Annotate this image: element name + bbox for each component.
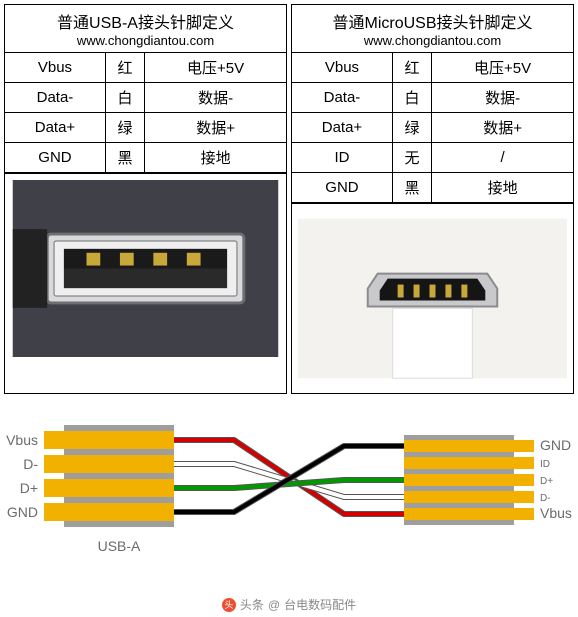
table-row: Data+绿数据+ [5,113,286,143]
footer-prefix: 头条 [240,596,264,613]
cell-desc: / [432,143,573,173]
cell-pin: Data+ [292,113,392,143]
table-row: Vbus红电压+5V [5,53,286,83]
svg-text:Vbus: Vbus [6,432,38,448]
cell-color_name: 绿 [392,113,431,143]
cell-pin: Data+ [5,113,105,143]
cell-color_name: 黑 [392,173,431,203]
table-row: Data+绿数据+ [292,113,573,143]
photo-usb-a [5,173,286,363]
cell-desc: 接地 [145,143,286,173]
svg-text:Vbus: Vbus [540,505,572,521]
svg-text:D-: D- [23,456,38,472]
footer: 头 头条 @ 台电数码配件 [4,596,574,613]
cell-desc: 电压+5V [432,53,573,83]
wiring-diagram: VbusD-D+GNDUSB-AGNDIDD+D-Vbus [4,400,574,590]
cell-pin: GND [5,143,105,173]
cell-color_name: 白 [392,83,431,113]
tables-row: 普通USB-A接头针脚定义 www.chongdiantou.com Vbus红… [4,4,574,394]
cell-desc: 数据+ [145,113,286,143]
footer-at: @ [268,598,280,612]
cell-pin: Vbus [292,53,392,83]
svg-text:D+: D+ [20,480,38,496]
cell-pin: Data- [292,83,392,113]
svg-text:D+: D+ [540,476,553,487]
cell-pin: Vbus [5,53,105,83]
cell-pin: GND [292,173,392,203]
table-row: ID无/ [292,143,573,173]
svg-text:GND: GND [540,437,571,453]
svg-text:D-: D- [540,493,551,504]
table-row: Data-白数据- [5,83,286,113]
table-usb-a: Vbus红电压+5VData-白数据-Data+绿数据+GND黑接地 [5,53,286,173]
panel-title-right: 普通MicroUSB接头针脚定义 [292,5,573,33]
table-row: Data-白数据- [292,83,573,113]
panel-url-left: www.chongdiantou.com [5,33,286,53]
cell-desc: 数据- [145,83,286,113]
cell-color_name: 白 [105,83,144,113]
cell-pin: ID [292,143,392,173]
panel-microusb: 普通MicroUSB接头针脚定义 www.chongdiantou.com Vb… [291,4,574,394]
toutiao-icon: 头 [222,598,236,612]
table-row: Vbus红电压+5V [292,53,573,83]
panel-url-right: www.chongdiantou.com [292,33,573,53]
cell-desc: 数据- [432,83,573,113]
cell-desc: 电压+5V [145,53,286,83]
svg-text:USB-A: USB-A [98,538,141,554]
panel-title-left: 普通USB-A接头针脚定义 [5,5,286,33]
cell-pin: Data- [5,83,105,113]
cell-desc: 接地 [432,173,573,203]
svg-text:GND: GND [7,504,38,520]
cell-color_name: 红 [392,53,431,83]
cell-color_name: 黑 [105,143,144,173]
table-row: GND黑接地 [5,143,286,173]
panel-usb-a: 普通USB-A接头针脚定义 www.chongdiantou.com Vbus红… [4,4,287,394]
cell-desc: 数据+ [432,113,573,143]
cell-color_name: 绿 [105,113,144,143]
footer-author: 台电数码配件 [284,596,356,613]
photo-microusb [292,203,573,393]
svg-text:ID: ID [540,459,550,470]
table-row: GND黑接地 [292,173,573,203]
cell-color_name: 红 [105,53,144,83]
cell-color_name: 无 [392,143,431,173]
table-microusb: Vbus红电压+5VData-白数据-Data+绿数据+ID无/GND黑接地 [292,53,573,203]
